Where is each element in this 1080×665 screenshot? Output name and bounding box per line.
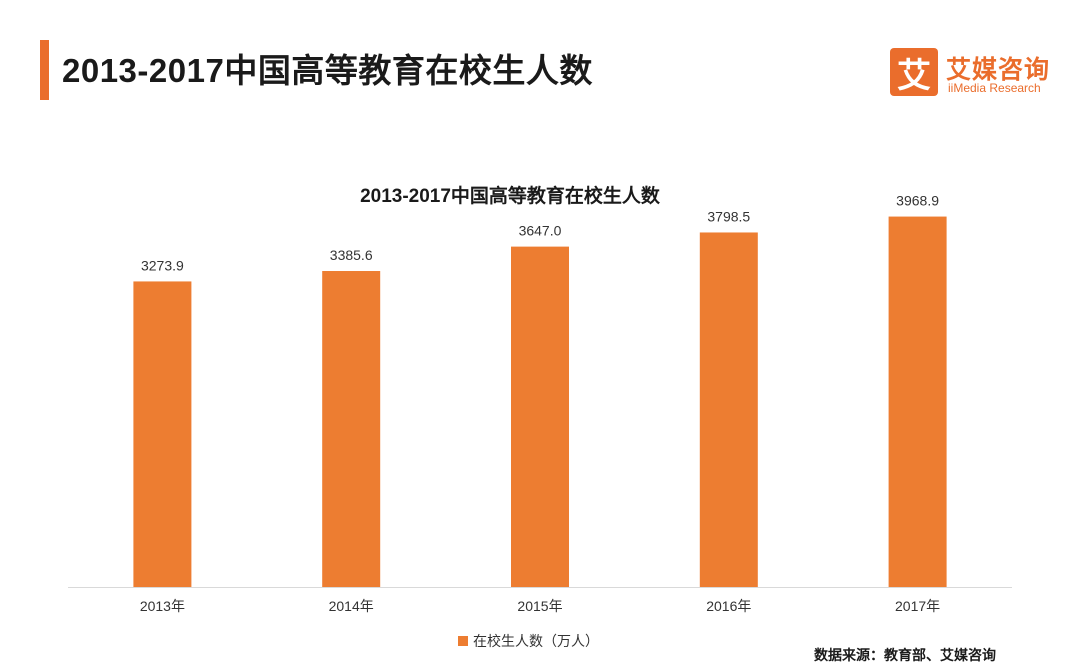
bar	[133, 281, 192, 587]
x-tick-label: 2013年	[140, 598, 185, 614]
x-tick-label: 2016年	[706, 598, 751, 614]
bar	[322, 271, 381, 587]
bar-value-label: 3798.5	[707, 208, 750, 224]
bar-value-label: 3273.9	[141, 257, 184, 273]
title-accent-bar	[40, 40, 49, 100]
legend-swatch	[458, 636, 468, 646]
x-tick-label: 2014年	[329, 598, 374, 614]
bar-value-label: 3647.0	[519, 223, 562, 239]
bar-value-label: 3968.9	[896, 193, 939, 209]
brand-logo: 艾 艾媒咨询 iiMedia Research	[890, 48, 1065, 100]
page-title: 2013-2017中国高等教育在校生人数	[62, 52, 593, 89]
chart-title: 2013-2017中国高等教育在校生人数	[360, 184, 661, 207]
bar	[888, 216, 947, 587]
bar	[511, 246, 569, 587]
brand-name-en: iiMedia Research	[948, 81, 1041, 95]
legend: 在校生人数（万人）	[458, 633, 599, 649]
bar-value-label: 3385.6	[330, 247, 373, 263]
legend-label: 在校生人数（万人）	[473, 633, 599, 649]
x-tick-label: 2015年	[517, 598, 562, 614]
bar	[699, 232, 758, 587]
brand-logo-icon: 艾	[890, 48, 938, 96]
data-source-note: 数据来源：教育部、艾媒咨询	[814, 647, 996, 663]
bars-group: 3273.9 2013年 3385.6 2014年 3647.0 2015年 3798.5 2…	[133, 193, 947, 614]
x-tick-label: 2017年	[895, 598, 940, 614]
brand-name-cn: 艾媒咨询	[946, 56, 1051, 84]
